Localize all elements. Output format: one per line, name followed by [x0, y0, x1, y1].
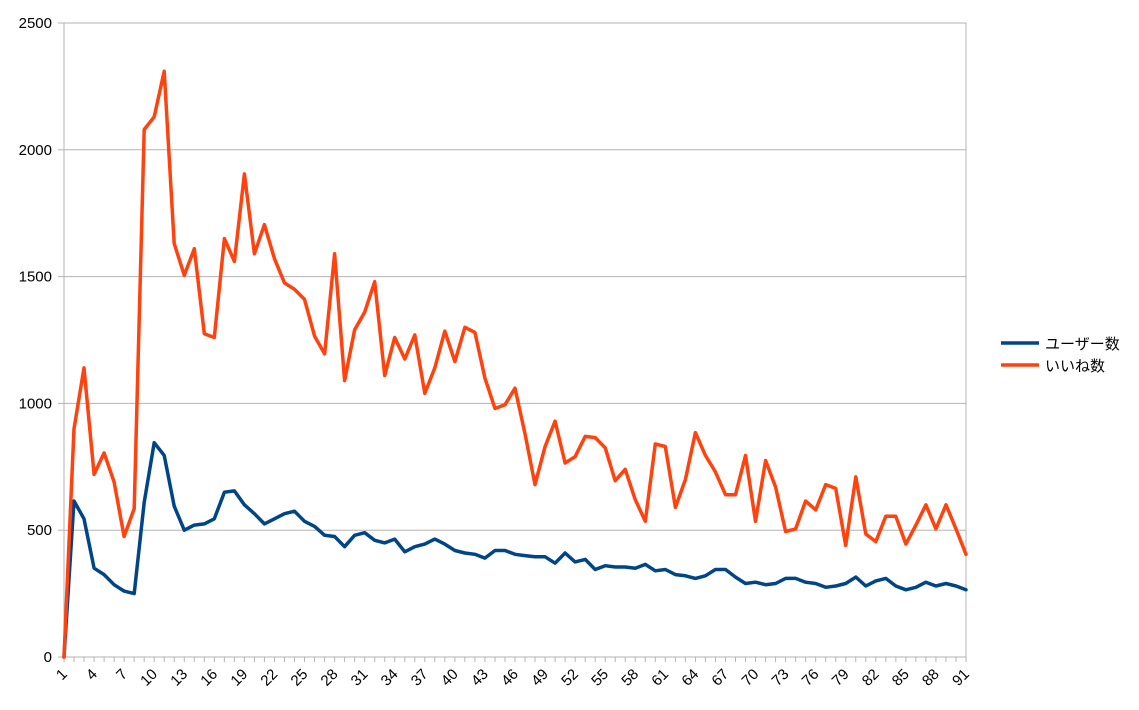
x-tick-label: 28	[318, 666, 342, 690]
x-tick-label: 76	[799, 666, 823, 690]
y-tick-label: 2500	[19, 15, 52, 32]
y-tick-label: 0	[44, 649, 52, 666]
series-line-likes	[62, 69, 968, 659]
x-tick-label: 70	[739, 666, 763, 690]
x-tick-label: 31	[348, 666, 372, 690]
x-tick-label: 58	[618, 666, 642, 690]
legend-label: いいね数	[1045, 358, 1105, 375]
x-tick-label: 22	[257, 666, 281, 690]
x-tick-label: 7	[113, 666, 131, 684]
x-tick-label: 34	[378, 666, 402, 690]
x-tick-label: 64	[678, 666, 702, 690]
y-tick-label: 1000	[19, 395, 52, 412]
data-series	[62, 69, 968, 659]
x-tick-label: 85	[889, 666, 913, 690]
x-tick-label: 73	[769, 666, 793, 690]
x-tick-label: 67	[708, 666, 732, 690]
x-tick-label: 82	[859, 666, 883, 690]
horizontal-gridlines	[58, 22, 966, 658]
x-tick-label: 40	[438, 666, 462, 690]
x-axis-ticks	[63, 657, 967, 662]
y-tick-label: 2000	[19, 142, 52, 159]
x-tick-label: 43	[468, 666, 492, 690]
x-tick-label: 19	[227, 666, 251, 690]
series-line-users	[62, 440, 968, 659]
x-tick-label: 25	[288, 666, 312, 690]
x-tick-label: 1	[53, 666, 71, 684]
x-tick-label: 52	[558, 666, 582, 690]
plot-area-frame	[63, 22, 967, 658]
y-tick-label: 500	[27, 522, 52, 539]
y-axis-tick-labels: 0 500 1000 1500 2000 2500	[19, 15, 52, 666]
x-tick-label: 16	[197, 666, 221, 690]
legend-label: ユーザー数	[1045, 336, 1120, 353]
x-tick-label: 46	[498, 666, 522, 690]
x-tick-label: 13	[167, 666, 191, 690]
y-tick-label: 1500	[19, 269, 52, 286]
x-tick-label: 4	[83, 666, 101, 684]
x-axis-tick-labels: 1 4 7 10 13 16 19 22 25 28 31 34 37 40 43 46 49 52 55 58 61 6…	[53, 666, 973, 690]
x-tick-label: 55	[588, 666, 612, 690]
x-tick-label: 37	[408, 666, 432, 690]
x-tick-label: 10	[137, 666, 161, 690]
x-tick-label: 79	[829, 666, 853, 690]
x-tick-label: 88	[919, 666, 943, 690]
x-tick-label: 49	[528, 666, 552, 690]
x-tick-label: 91	[949, 666, 973, 690]
x-tick-label: 61	[648, 666, 672, 690]
